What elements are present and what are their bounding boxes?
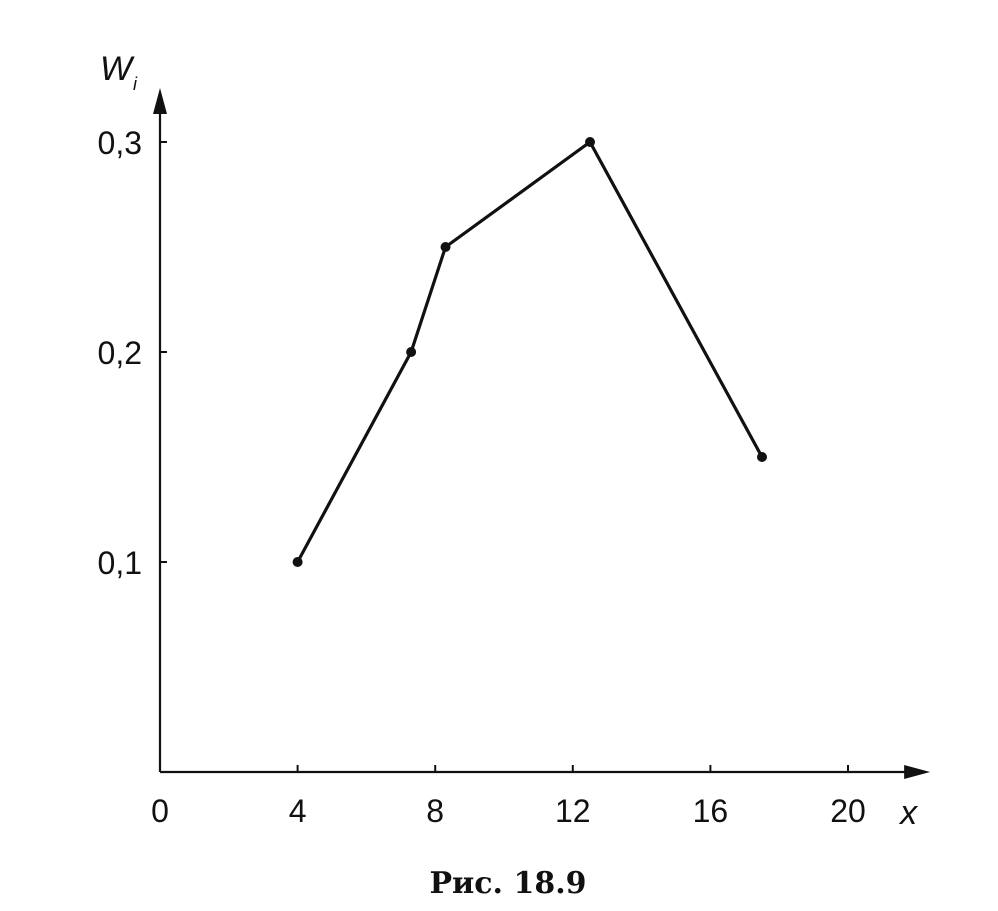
ticks: 4 8 12 16 20 0,1 0,2 0,3 — [98, 125, 866, 829]
data-point — [406, 347, 417, 357]
y-axis-label: W — [100, 50, 135, 88]
y-axis-arrow — [153, 88, 167, 114]
y-tick-label: 0,2 — [98, 335, 142, 371]
series-line — [296, 140, 764, 563]
x-axis-label: x — [898, 794, 918, 832]
data-point — [292, 557, 303, 567]
x-tick-label: 4 — [289, 793, 307, 829]
data-point — [757, 452, 767, 462]
axes — [153, 88, 931, 779]
data-point — [440, 242, 451, 252]
x-tick-label: 20 — [830, 793, 866, 829]
x-tick-label: 12 — [555, 793, 591, 829]
figure-caption: Рис. 18.9 — [429, 866, 586, 901]
y-tick-label: 0,3 — [98, 125, 142, 161]
y-axis-label-subscript: i — [133, 74, 138, 94]
x-tick-label: 8 — [426, 793, 444, 829]
origin-label: 0 — [151, 793, 169, 829]
data-point — [585, 137, 595, 147]
x-axis-arrow — [904, 765, 931, 779]
y-tick-label: 0,1 — [98, 545, 142, 581]
x-tick-label: 16 — [693, 793, 729, 829]
series — [292, 137, 767, 567]
